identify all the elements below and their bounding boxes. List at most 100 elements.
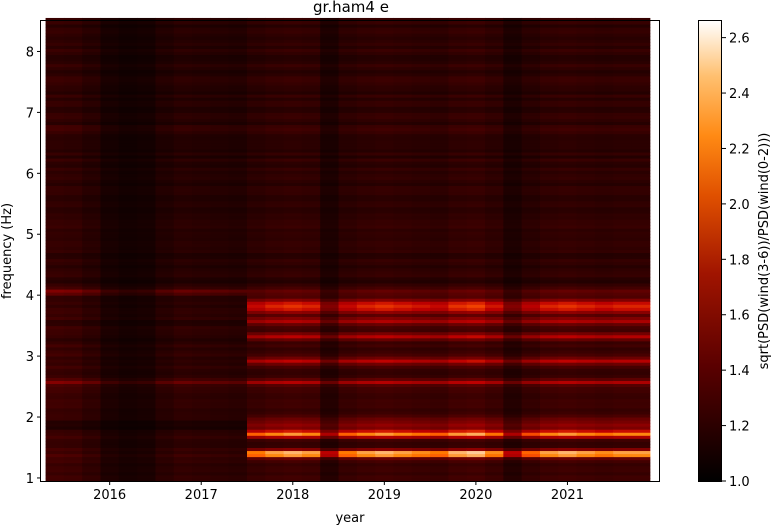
heatmap-cell [485, 222, 504, 226]
heatmap-cell [430, 377, 449, 381]
heatmap-cell [82, 304, 102, 308]
heatmap-cell [45, 270, 65, 275]
heatmap-cell [210, 310, 230, 314]
heatmap-cell [45, 127, 65, 132]
heatmap-cell [576, 121, 596, 126]
heatmap-cell [485, 69, 504, 74]
heatmap-cell [466, 27, 486, 31]
heatmap-cell [466, 243, 486, 247]
heatmap-cell [466, 185, 486, 190]
heatmap-cell [521, 289, 541, 293]
heatmap-cell [82, 316, 102, 321]
heatmap-cell [430, 429, 449, 433]
heatmap-cell [503, 54, 523, 59]
heatmap-cell [338, 121, 358, 126]
heatmap-cell [265, 188, 285, 193]
heatmap-cell [613, 222, 633, 226]
heatmap-cell [192, 118, 211, 123]
heatmap-cell [301, 447, 321, 452]
heatmap-cell [192, 124, 211, 129]
heatmap-cell [338, 261, 358, 266]
heatmap-cell [576, 435, 596, 439]
heatmap-cell [594, 368, 614, 372]
heatmap-cell [320, 417, 340, 421]
heatmap-cell [301, 243, 321, 247]
heatmap-cell [356, 249, 376, 254]
heatmap-cell [631, 350, 651, 354]
heatmap-cell [301, 383, 321, 388]
heatmap-cell [375, 60, 394, 65]
heatmap-cell [466, 60, 486, 65]
heatmap-cell [411, 313, 431, 317]
heatmap-cell [375, 429, 394, 433]
heatmap-cell [466, 182, 486, 187]
heatmap-cell [411, 91, 431, 95]
heatmap-cell [118, 206, 138, 211]
heatmap-cell [155, 322, 175, 327]
heatmap-cell [173, 462, 193, 467]
heatmap-cell [466, 142, 486, 147]
heatmap-cell [228, 206, 248, 211]
heatmap-cell [466, 371, 486, 375]
heatmap-cell [521, 264, 541, 269]
heatmap-cell [283, 88, 303, 92]
heatmap-cell [173, 468, 193, 473]
heatmap-cell [100, 103, 120, 107]
heatmap-cell [411, 106, 431, 110]
heatmap-cell [192, 346, 211, 351]
heatmap-cell [82, 100, 102, 104]
heatmap-cell [558, 170, 578, 174]
heatmap-cell [265, 292, 285, 296]
heatmap-cell [631, 377, 651, 381]
heatmap-cell [320, 118, 340, 123]
heatmap-cell [539, 276, 559, 281]
heatmap-cell [265, 450, 285, 455]
heatmap-cell [503, 356, 523, 360]
heatmap-cell [430, 282, 449, 287]
heatmap-cell [539, 353, 559, 357]
heatmap-cell [558, 270, 578, 275]
heatmap-cell [100, 75, 120, 80]
heatmap-cell [301, 155, 321, 159]
heatmap-cell [448, 392, 468, 397]
heatmap-cell [320, 121, 340, 126]
heatmap-cell [631, 447, 651, 452]
heatmap-cell [558, 279, 578, 284]
heatmap-cell [265, 109, 285, 113]
heatmap-cell [375, 313, 394, 317]
heatmap-cell [430, 17, 449, 22]
heatmap-cell [356, 91, 376, 95]
heatmap-cell [485, 353, 504, 357]
heatmap-cell [247, 295, 266, 299]
heatmap-cell [338, 398, 358, 403]
heatmap-cell [485, 255, 504, 260]
heatmap-cell [100, 237, 120, 241]
heatmap-cell [503, 33, 523, 37]
heatmap-cell [100, 371, 120, 375]
heatmap-cell [320, 295, 340, 299]
heatmap-cell [210, 100, 230, 104]
heatmap-cell [576, 261, 596, 266]
heatmap-cell [375, 66, 394, 71]
heatmap-cell [118, 66, 138, 71]
heatmap-cell [247, 398, 266, 403]
heatmap-cell [356, 60, 376, 65]
heatmap-cell [228, 212, 248, 217]
heatmap-cell [430, 304, 449, 308]
heatmap-cell [283, 307, 303, 311]
heatmap-cell [613, 413, 633, 418]
heatmap-cell [155, 380, 175, 385]
heatmap-cell [430, 331, 449, 336]
heatmap-cell [265, 383, 285, 388]
heatmap-cell [192, 289, 211, 293]
heatmap-cell [82, 136, 102, 141]
heatmap-cell [393, 441, 413, 445]
heatmap-cell [411, 194, 431, 199]
heatmap-cell [320, 362, 340, 366]
heatmap-cell [558, 63, 578, 68]
heatmap-cell [283, 69, 303, 74]
heatmap-cell [137, 191, 156, 196]
heatmap-cell [430, 368, 449, 372]
heatmap-cell [173, 148, 193, 153]
heatmap-cell [210, 170, 230, 174]
